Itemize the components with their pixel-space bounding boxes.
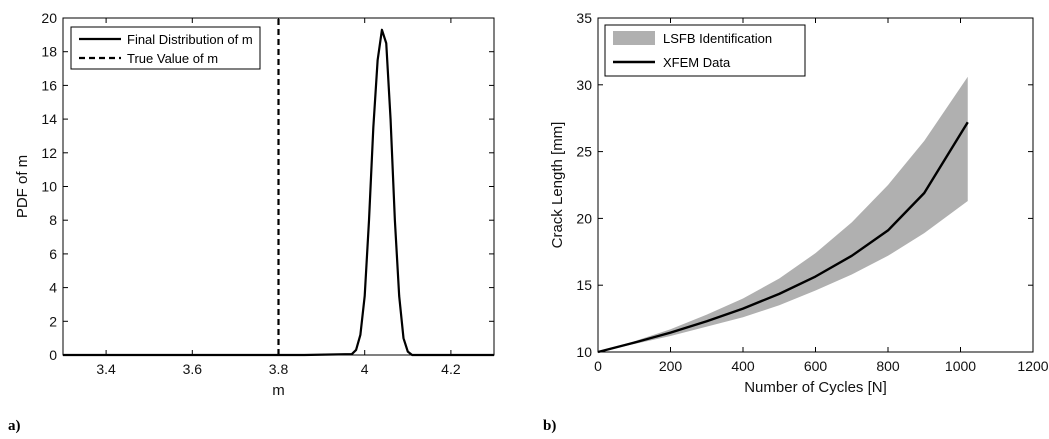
crack-growth-chart-x-tick-label: 1000	[945, 358, 976, 374]
pdf-chart-x-tick-label: 4	[361, 361, 369, 377]
crack-growth-chart-y-tick-label: 25	[576, 144, 592, 160]
pdf-chart-y-tick-label: 8	[49, 212, 57, 228]
series-line-final-distribution	[63, 28, 494, 357]
pdf-chart-legend: Final Distribution of m True Value of m	[70, 26, 261, 70]
crack-growth-chart-x-tick-label: 200	[659, 358, 683, 374]
pdf-chart-x-axis-label: m	[272, 382, 285, 399]
series-line-xfem	[597, 121, 969, 354]
crack-growth-chart-series	[597, 76, 969, 354]
legend-label: XFEM Data	[663, 55, 731, 70]
panel-label-b: b)	[543, 418, 556, 434]
pdf-chart-y-tick-label: 18	[41, 44, 57, 60]
pdf-chart-x-tick-label: 4.2	[441, 361, 461, 377]
pdf-chart-x-tick-label: 3.8	[269, 361, 289, 377]
crack-growth-chart-y-tick-label: 30	[576, 77, 592, 93]
crack-growth-chart-x-tick-label: 400	[731, 358, 755, 374]
crack-growth-chart: 0 200 400 600 800 1000 1200 10 15 20 25 30 35 Number…	[549, 10, 1049, 396]
pdf-chart-y-tick-label: 2	[49, 313, 57, 329]
crack-growth-chart-x-tick-label: 1200	[1017, 358, 1048, 374]
crack-growth-chart-ticks: 0 200 400 600 800 1000 1200 10 15 20 25 30 35	[576, 10, 1048, 374]
uncertainty-band	[598, 76, 968, 352]
crack-growth-chart-x-tick-label: 600	[804, 358, 828, 374]
pdf-chart-y-tick-label: 20	[41, 10, 57, 26]
crack-growth-chart-legend: LSFB Identification XFEM Data	[604, 24, 806, 77]
legend-label: LSFB Identification	[663, 31, 772, 46]
legend-label: Final Distribution of m	[127, 32, 253, 47]
pdf-chart-y-axis-label: PDF of m	[14, 155, 31, 218]
crack-growth-chart-y-tick-label: 20	[576, 210, 592, 226]
pdf-chart-ticks: 3.4 3.6 3.8 4 4.2 0 2 4 6 8 10 12 14 16 18 20	[41, 10, 494, 377]
legend-box	[70, 26, 261, 70]
crack-growth-chart-y-tick-label: 15	[576, 277, 592, 293]
pdf-chart-y-tick-label: 0	[49, 347, 57, 363]
pdf-chart-y-tick-label: 4	[49, 280, 57, 296]
pdf-chart-y-tick-label: 16	[41, 77, 57, 93]
crack-growth-chart-x-tick-label: 0	[594, 358, 602, 374]
pdf-chart-frame	[62, 17, 495, 356]
pdf-chart-y-tick-label: 14	[41, 111, 57, 127]
pdf-chart-series	[63, 18, 494, 357]
legend-label: True Value of m	[127, 51, 218, 66]
crack-growth-chart-frame	[597, 17, 1034, 353]
crack-growth-chart-x-axis-label: Number of Cycles [N]	[744, 379, 887, 396]
pdf-chart: 3.4 3.6 3.8 4 4.2 0 2 4 6 8 10 12 14 16 18 20 m PDF of …	[14, 10, 495, 399]
crack-growth-chart-y-axis-label: Crack Length [mm]	[549, 122, 566, 249]
panel-label-a: a)	[8, 418, 21, 434]
crack-growth-chart-y-tick-label: 35	[576, 10, 592, 26]
legend-swatch-band	[613, 31, 655, 45]
pdf-chart-y-tick-label: 10	[41, 179, 57, 195]
pdf-chart-x-tick-label: 3.6	[183, 361, 203, 377]
pdf-chart-y-tick-label: 12	[41, 145, 57, 161]
pdf-chart-y-tick-label: 6	[49, 246, 57, 262]
pdf-chart-x-tick-label: 3.4	[96, 361, 116, 377]
crack-growth-chart-y-tick-label: 10	[576, 344, 592, 360]
crack-growth-chart-x-tick-label: 800	[876, 358, 900, 374]
